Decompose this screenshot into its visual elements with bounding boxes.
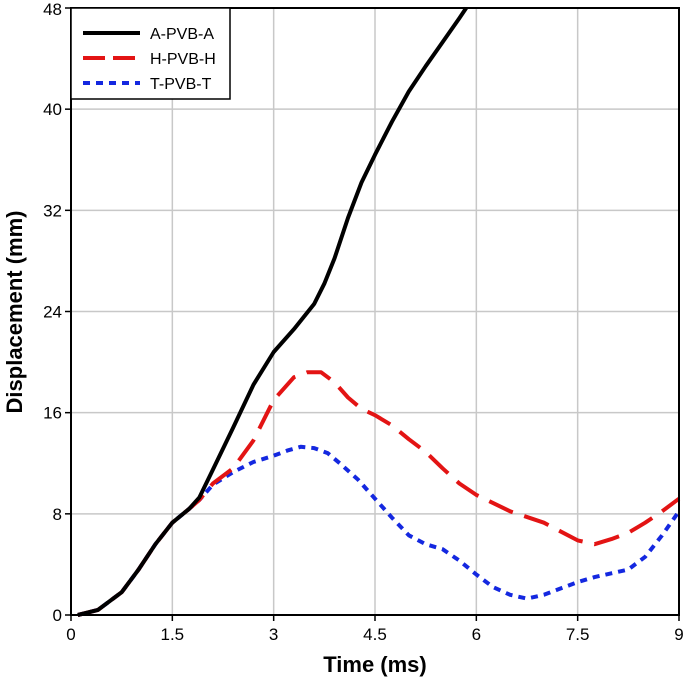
x-tick-label: 6 bbox=[472, 625, 481, 644]
legend-label-t-pvb-t: T-PVB-T bbox=[150, 76, 212, 93]
series-layer bbox=[77, 6, 681, 617]
x-axis-label: Time (ms) bbox=[323, 652, 427, 677]
x-tick-label: 9 bbox=[674, 625, 683, 644]
y-tick-label: 24 bbox=[43, 303, 62, 322]
x-tick-label: 0 bbox=[66, 625, 75, 644]
y-tick-label: 40 bbox=[43, 100, 62, 119]
legend: A-PVB-A H-PVB-H T-PVB-T bbox=[70, 7, 231, 100]
tick-layer: 0 1.5 3 4.5 6 7.5 9 0 8 16 24 32 40 48 bbox=[43, 0, 684, 644]
y-tick-label: 48 bbox=[43, 0, 62, 19]
legend-entries: A-PVB-A H-PVB-H T-PVB-T bbox=[83, 26, 216, 93]
grid bbox=[71, 8, 679, 615]
x-tick-label: 7.5 bbox=[566, 625, 590, 644]
legend-label-h-pvb-h: H-PVB-H bbox=[150, 51, 216, 68]
x-tick-label: 4.5 bbox=[363, 625, 387, 644]
series-line-a-pvb-a bbox=[77, 6, 468, 617]
x-tick-label: 3 bbox=[269, 625, 278, 644]
series-line-h-pvb-h bbox=[77, 370, 681, 617]
x-tick-label: 1.5 bbox=[161, 625, 185, 644]
legend-label-a-pvb-a: A-PVB-A bbox=[150, 26, 214, 43]
y-tick-label: 0 bbox=[53, 606, 62, 625]
y-tick-label: 8 bbox=[53, 505, 62, 524]
y-tick-label: 16 bbox=[43, 404, 62, 423]
y-tick-label: 32 bbox=[43, 201, 62, 220]
y-axis-label: Displacement (mm) bbox=[2, 211, 27, 414]
